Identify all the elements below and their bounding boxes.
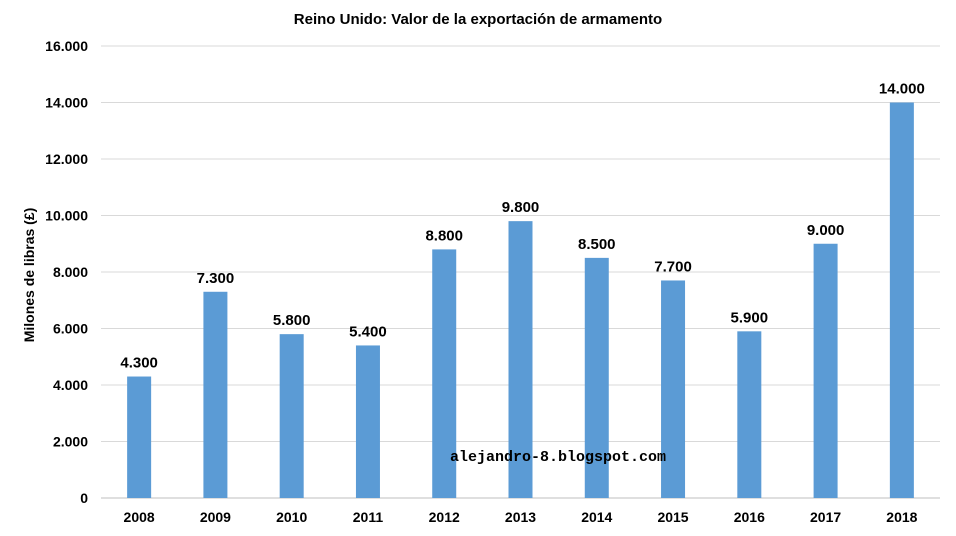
y-tick-label: 2.000 xyxy=(53,434,88,450)
x-tick-label: 2018 xyxy=(886,509,917,525)
bar xyxy=(889,102,914,498)
y-tick-label: 4.000 xyxy=(53,377,88,393)
x-tick-label: 2013 xyxy=(505,509,536,525)
x-tick-label: 2010 xyxy=(276,509,307,525)
y-tick-label: 14.000 xyxy=(45,95,88,111)
watermark-text: alejandro-8.blogspot.com xyxy=(450,449,666,466)
bar xyxy=(203,291,228,498)
x-tick-label: 2014 xyxy=(581,509,612,525)
bar xyxy=(737,331,762,498)
x-tick-label: 2012 xyxy=(429,509,460,525)
bar xyxy=(127,376,152,498)
data-label: 5.900 xyxy=(731,309,769,326)
y-tick-label: 0 xyxy=(80,490,88,506)
data-label: 5.800 xyxy=(273,312,311,329)
y-tick-label: 12.000 xyxy=(45,151,88,167)
y-tick-labels: 0 2.000 4.000 6.000 8.000 10.000 12.000 14.000 1… xyxy=(45,38,88,506)
y-tick-label: 10.000 xyxy=(45,208,88,224)
bar xyxy=(584,257,609,498)
bar xyxy=(508,221,533,498)
data-label: 9.800 xyxy=(502,199,540,216)
bars xyxy=(127,102,914,498)
chart-title: Reino Unido: Valor de la exportación de … xyxy=(294,11,662,28)
x-tick-label: 2015 xyxy=(657,509,688,525)
data-label: 14.000 xyxy=(879,81,925,98)
x-tick-label: 2011 xyxy=(353,509,384,525)
x-tick-labels: 2008 2009 2010 2011 2012 2013 2014 2015 2016 2017… xyxy=(124,509,918,525)
x-tick-label: 2017 xyxy=(810,509,841,525)
bar xyxy=(432,249,457,498)
bar xyxy=(661,280,686,498)
bar xyxy=(279,334,304,498)
x-tick-label: 2008 xyxy=(124,509,155,525)
x-tick-label: 2016 xyxy=(734,509,765,525)
y-tick-label: 16.000 xyxy=(45,38,88,54)
y-tick-label: 8.000 xyxy=(53,264,88,280)
y-axis-label: Milones de libras (£) xyxy=(21,208,37,343)
data-label: 7.700 xyxy=(654,258,692,275)
data-label: 5.400 xyxy=(349,323,387,340)
data-label: 4.300 xyxy=(120,355,158,372)
bar xyxy=(355,345,380,498)
data-label: 8.500 xyxy=(578,236,616,253)
y-tick-label: 6.000 xyxy=(53,321,88,337)
x-tick-label: 2009 xyxy=(200,509,231,525)
data-label: 8.800 xyxy=(425,227,463,244)
bar xyxy=(813,243,838,498)
data-label: 9.000 xyxy=(807,222,845,239)
data-labels: 4.300 7.300 5.800 5.400 8.800 9.800 8.500 7.700… xyxy=(120,81,924,372)
data-label: 7.300 xyxy=(197,270,235,287)
